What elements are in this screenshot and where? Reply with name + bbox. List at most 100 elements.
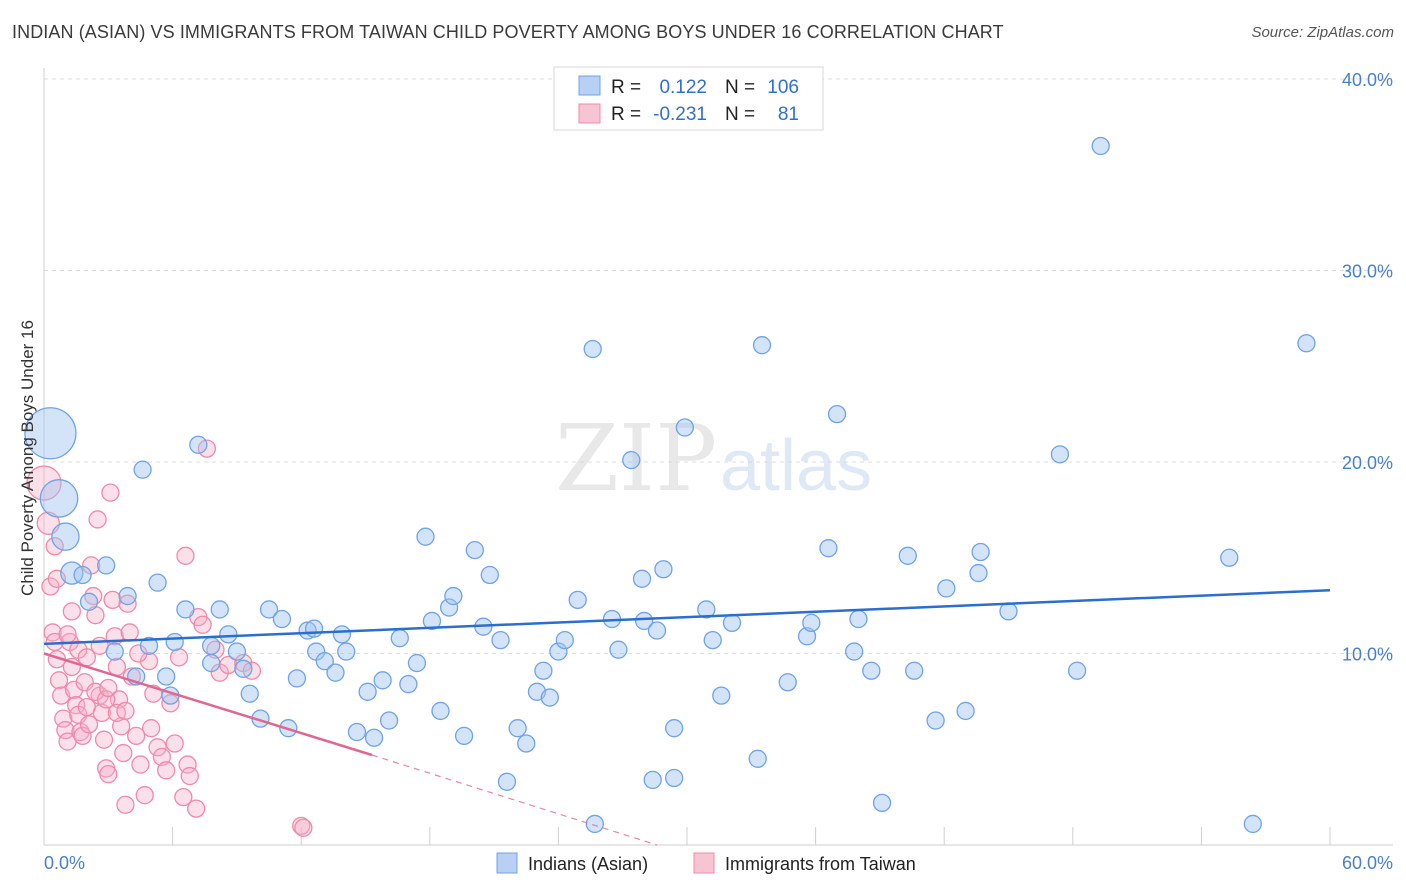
indian-point-76 [712, 686, 731, 705]
taiwan-point-75 [62, 602, 82, 621]
taiwan-point-66 [294, 818, 313, 837]
x-tick-label-max: 60.0% [1342, 853, 1393, 873]
indian-point-47 [454, 726, 474, 745]
indian-point-8 [118, 586, 137, 606]
indian-point-99 [1091, 136, 1110, 156]
indian-point-39 [390, 629, 409, 648]
indian-point-92 [937, 579, 956, 598]
indian-trend-line [43, 589, 1331, 646]
indian-point-80 [778, 673, 797, 692]
indian-point-98 [1067, 661, 1087, 680]
indian-point-50 [480, 565, 499, 585]
taiwan-point-56 [187, 799, 206, 818]
indian-point-12 [157, 667, 176, 686]
y-tick-label-1: 20.0% [1342, 453, 1393, 473]
indian-point-19 [219, 625, 238, 644]
indian-point-81 [797, 627, 817, 646]
indian-point-65 [622, 450, 641, 470]
trend-lines [43, 589, 1331, 846]
indian-point-67 [634, 611, 654, 631]
indian-point-17 [202, 653, 221, 673]
indian-point-103 [133, 460, 152, 479]
indian-point-5 [79, 592, 99, 611]
chart-title: INDIAN (ASIAN) VS IMMIGRANTS FROM TAIWAN… [12, 22, 1004, 42]
indian-point-11 [148, 573, 167, 592]
taiwan-point-80 [142, 719, 161, 738]
series-legend: Indians (Asian) Immigrants from Taiwan [496, 852, 916, 874]
indian-point-94 [969, 563, 988, 583]
taiwan-point-42 [131, 755, 150, 774]
indian-point-97 [1050, 445, 1070, 464]
indian-point-79 [752, 336, 772, 355]
indian-point-90 [905, 661, 924, 680]
taiwan-point-78 [116, 701, 135, 721]
indian-point-88 [872, 793, 892, 813]
indian-point-36 [364, 728, 384, 747]
legend-indian-label: Indians (Asian) [528, 854, 648, 874]
indian-point-78 [748, 749, 767, 768]
indian-point-6 [97, 556, 116, 575]
watermark: ZIP atlas [555, 405, 872, 512]
legend-taiwan-swatch [693, 852, 715, 874]
indian-point-15 [176, 600, 195, 619]
indian-point-48 [465, 540, 484, 560]
taiwan-point-36 [114, 743, 133, 763]
taiwan-point-47 [152, 747, 172, 767]
legend-r-label-1: R = [611, 77, 641, 98]
taiwan-point-77 [99, 678, 118, 698]
taiwan-point-59 [197, 439, 217, 458]
legend-n-label-1: N = [725, 77, 755, 98]
y-tick-label-0: 10.0% [1342, 645, 1393, 665]
taiwan-point-17 [73, 726, 92, 745]
indian-point-27 [287, 669, 307, 688]
taiwan-point-33 [107, 657, 127, 677]
indian-point-46 [444, 586, 463, 606]
indian-point-1 [39, 479, 79, 518]
indian-point-24 [259, 600, 279, 619]
indian-point-87 [862, 661, 881, 680]
indian-point-60 [568, 590, 587, 610]
indian-point-21 [234, 659, 253, 678]
legend-taiwan-label: Immigrants from Taiwan [725, 854, 916, 874]
indian-point-101 [1243, 814, 1262, 834]
taiwan-point-54 [178, 755, 197, 774]
taiwan-point-72 [97, 690, 116, 709]
indian-point-71 [664, 719, 684, 738]
taiwan-point-46 [148, 738, 167, 757]
taiwan-point-29 [99, 764, 118, 784]
taiwan-point-9 [56, 720, 75, 740]
taiwan-point-38 [118, 594, 137, 613]
indian-point-44 [431, 701, 450, 721]
indian-point-43 [422, 611, 442, 631]
indian-point-84 [827, 404, 847, 424]
series-indian-points [24, 136, 1316, 834]
indian-point-70 [654, 560, 673, 579]
taiwan-point-39 [120, 623, 139, 642]
indian-point-59 [555, 630, 574, 650]
indian-point-61 [583, 339, 602, 359]
taiwan-point-55 [180, 766, 199, 786]
legend-r-value-1: 0.122 [659, 77, 707, 98]
indian-point-68 [643, 770, 662, 790]
taiwan-point-68 [58, 625, 77, 644]
indian-point-102 [1297, 334, 1316, 353]
indian-point-35 [358, 682, 377, 701]
gridlines [44, 78, 1393, 654]
indian-point-77 [722, 613, 742, 633]
indian-point-14 [165, 632, 184, 652]
indian-point-41 [407, 653, 427, 673]
legend-n-label-2: N = [725, 104, 755, 125]
indian-point-4 [73, 565, 92, 585]
y-tick-labels: 10.0% 20.0% 30.0% 40.0% [1342, 70, 1393, 665]
source-label: Source: ZipAtlas.com [1251, 24, 1394, 41]
indian-point-20 [227, 642, 247, 661]
indian-point-51 [491, 630, 510, 650]
indian-point-95 [971, 542, 990, 562]
indian-point-75 [703, 630, 722, 650]
taiwan-point-37 [116, 795, 135, 814]
indian-point-45 [439, 598, 459, 617]
taiwan-point-31 [103, 590, 122, 610]
indian-point-96 [999, 602, 1018, 621]
taiwan-point-20 [79, 715, 99, 734]
indian-point-33 [337, 642, 356, 661]
